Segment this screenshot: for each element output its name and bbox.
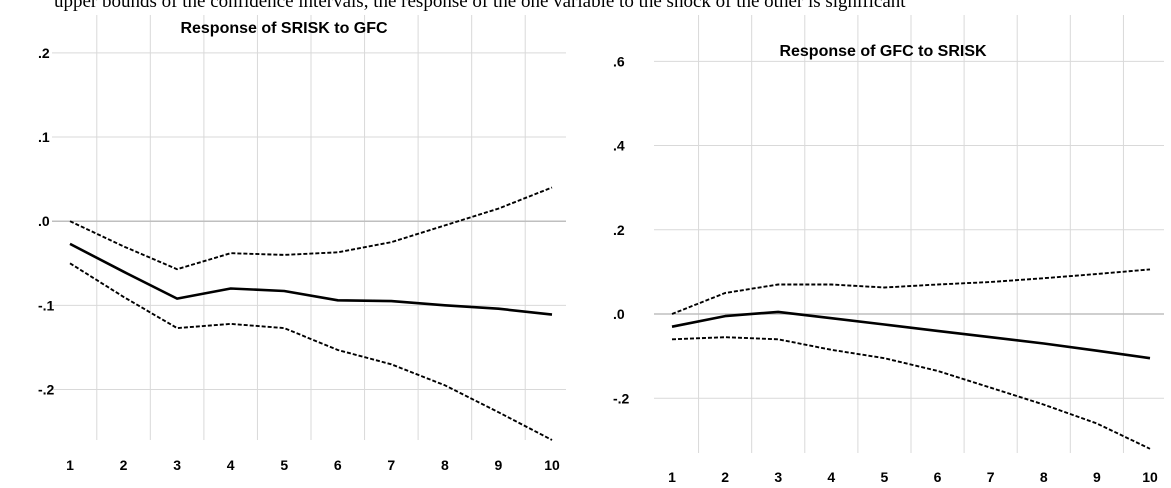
chart2-x-tick-label: 1 (668, 469, 676, 485)
chart2-y-tick-label: .4 (613, 138, 625, 154)
chart1-x-tick-label: 10 (544, 457, 560, 473)
chart1-x-tick-label: 6 (334, 457, 342, 473)
chart2-x-tick-label: 2 (721, 469, 729, 485)
chart2-lower-band-line (671, 336, 1151, 450)
chart1-x-tick-label: 7 (387, 457, 395, 473)
chart1-lower-band-line (69, 262, 553, 441)
chart1-y-tick-label: .0 (38, 213, 50, 229)
chart1-upper-band-line (69, 186, 553, 271)
chart2-upper-band-line (671, 268, 1151, 315)
chart1-x-tick-label: 9 (495, 457, 503, 473)
chart1-y-tick-label: -.1 (38, 297, 55, 313)
chart2-title: Response of GFC to SRISK (779, 43, 987, 60)
chart2-x-tick-label: 5 (881, 469, 889, 485)
chart1-x-tick-label: 1 (66, 457, 74, 473)
chart2-x-tick-label: 8 (1040, 469, 1048, 485)
chart1-title: Response of SRISK to GFC (180, 20, 388, 37)
chart2-x-tick-label: 9 (1093, 469, 1101, 485)
chart1-response-line (69, 242, 553, 316)
chart2-x-tick-label: 7 (987, 469, 995, 485)
chart2-y-tick-label: .6 (613, 53, 625, 69)
chart1-y-tick-label: .2 (38, 45, 50, 61)
chart2-y-tick-label: -.2 (613, 390, 630, 406)
chart1-x-tick-label: 3 (173, 457, 181, 473)
caption-fragment: upper bounds of the confidence intervals… (54, 0, 906, 11)
chart2-x-tick-label: 10 (1142, 469, 1158, 485)
chart1-x-tick-label: 8 (441, 457, 449, 473)
chart2-y-tick-label: .0 (613, 306, 625, 322)
chart1-x-tick-label: 5 (280, 457, 288, 473)
chart1-y-tick-label: .1 (38, 129, 50, 145)
chart2-x-tick-label: 3 (774, 469, 782, 485)
chart1-x-tick-label: 4 (227, 457, 235, 473)
chart2-x-tick-label: 6 (934, 469, 942, 485)
chart1-y-tick-label: -.2 (38, 382, 55, 398)
chart2-x-tick-label: 4 (827, 469, 835, 485)
chart2-y-tick-label: .2 (613, 222, 625, 238)
chart1-x-tick-label: 2 (120, 457, 128, 473)
chart2-response-line (671, 310, 1151, 360)
